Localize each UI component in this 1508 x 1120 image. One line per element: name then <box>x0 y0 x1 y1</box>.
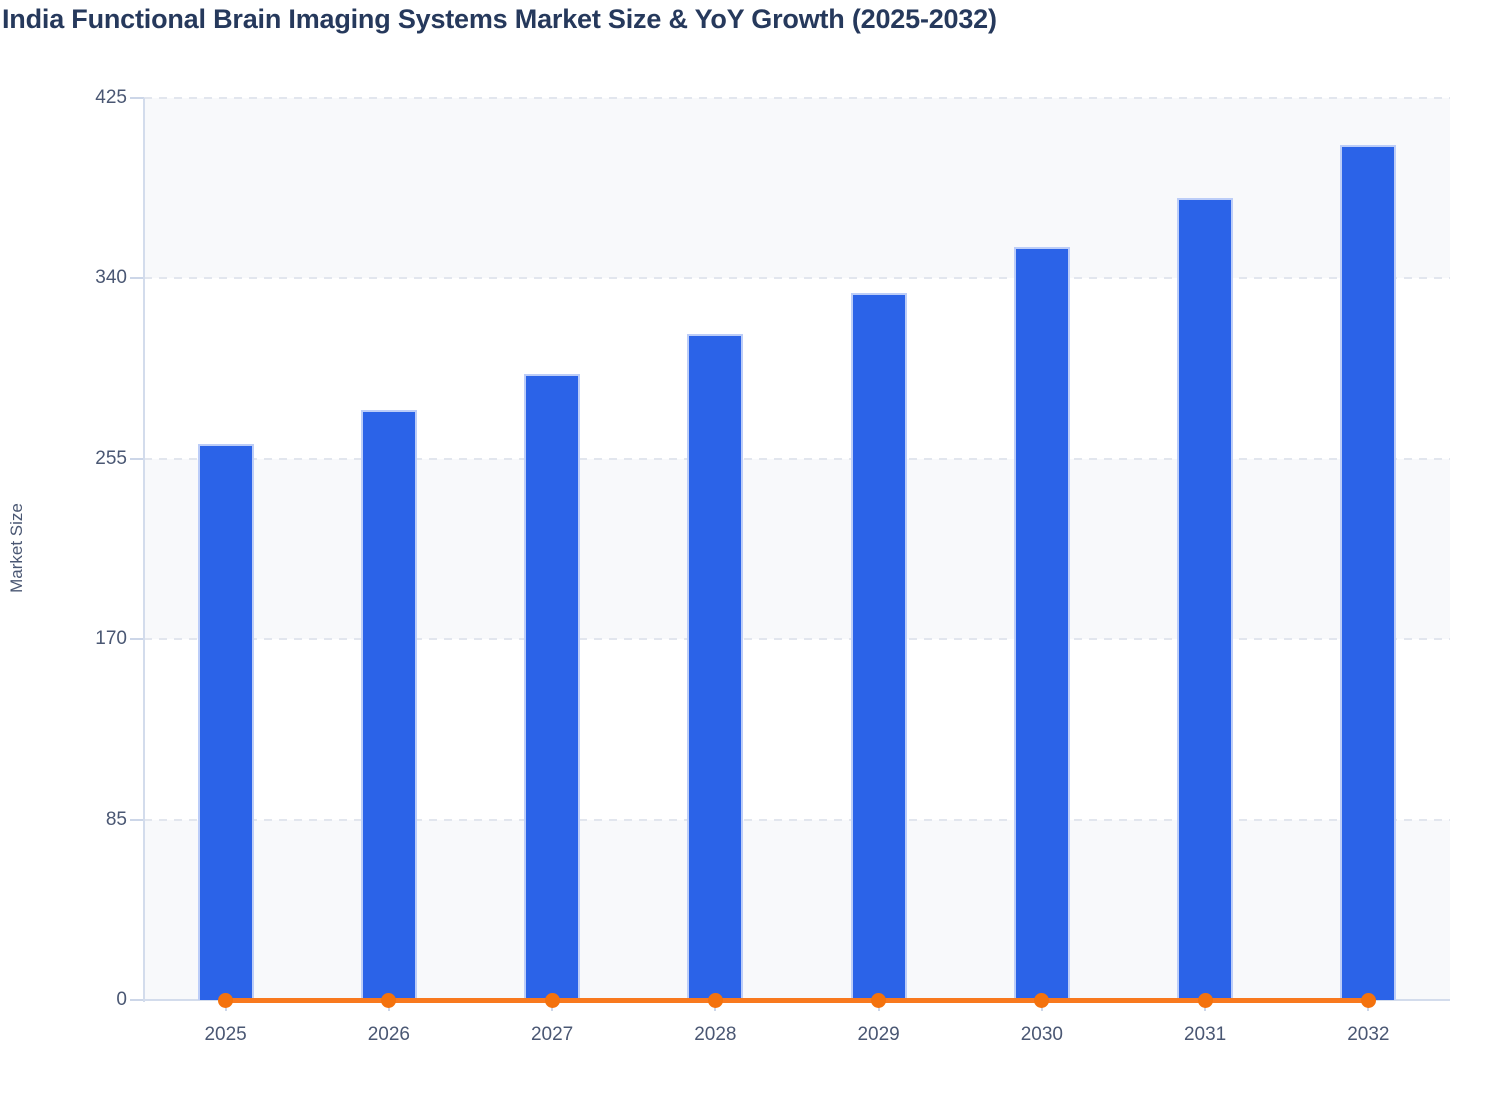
x-tick-label-2028: 2028 <box>694 1024 737 1045</box>
y-tick-label-0: 0 <box>116 989 127 1010</box>
x-tick-label-2031: 2031 <box>1183 1024 1227 1045</box>
x-tick-label-2029: 2029 <box>857 1024 900 1045</box>
gridline-170 <box>144 638 1450 641</box>
yoy-marker-2029[interactable] <box>871 993 887 1008</box>
x-tick-label-2027: 2027 <box>530 1024 574 1045</box>
gridline-340 <box>144 277 1450 280</box>
x-tick-label-2030: 2030 <box>1020 1024 1064 1045</box>
y-tick-mark-0 <box>130 999 144 1001</box>
y-tick-mark-85 <box>130 818 144 821</box>
y-tick-label-170: 170 <box>95 628 127 650</box>
chart-title: India Functional Brain Imaging Systems M… <box>2 4 997 34</box>
y-tick-label-340: 340 <box>95 267 127 289</box>
x-tick-label-2025: 2025 <box>204 1024 247 1045</box>
y-tick-mark-425 <box>130 97 144 99</box>
plot-band-340-425 <box>144 98 1450 279</box>
y-tick-label-425: 425 <box>95 87 127 108</box>
x-tick-label-2026: 2026 <box>367 1024 411 1045</box>
gridline-85 <box>144 818 1450 821</box>
bar-2031[interactable] <box>1177 197 1234 1000</box>
plot-band-0-85 <box>144 819 1450 1000</box>
y-tick-mark-170 <box>130 638 144 641</box>
yoy-marker-2028[interactable] <box>707 993 723 1008</box>
y-tick-mark-340 <box>130 277 144 280</box>
bar-2032[interactable] <box>1340 144 1397 1000</box>
x-tick-label-2032: 2032 <box>1347 1024 1390 1045</box>
yoy-marker-2025[interactable] <box>218 993 234 1008</box>
y-axis-line <box>143 98 145 1002</box>
yoy-marker-2032[interactable] <box>1360 993 1376 1008</box>
gridline-255 <box>144 457 1450 460</box>
bar-2028[interactable] <box>687 333 744 1000</box>
y-tick-label-255: 255 <box>95 447 127 469</box>
y-tick-mark-255 <box>130 457 144 460</box>
yoy-marker-2031[interactable] <box>1197 993 1213 1008</box>
plot-band-85-170 <box>144 639 1450 820</box>
bar-2029[interactable] <box>850 293 907 1000</box>
bar-2027[interactable] <box>524 373 581 1000</box>
plot-band-170-255 <box>144 458 1450 640</box>
plot-area: 0 85 170 255 340 425 2025 2026 2027 2028 2029 2030 2… <box>95 87 1450 1045</box>
bar-2030[interactable] <box>1013 246 1070 1000</box>
plot-band-255-340 <box>144 278 1450 459</box>
y-tick-label-85: 85 <box>105 808 127 830</box>
yoy-marker-2026[interactable] <box>381 993 397 1008</box>
bar-2025[interactable] <box>197 443 254 1000</box>
gridline-425 <box>144 97 1450 99</box>
yoy-growth-line[interactable] <box>225 998 1369 1003</box>
yoy-marker-2027[interactable] <box>544 993 560 1008</box>
yoy-marker-2030[interactable] <box>1034 993 1050 1008</box>
y-axis-title: Market Size <box>7 503 26 593</box>
bar-2026[interactable] <box>360 409 417 1000</box>
